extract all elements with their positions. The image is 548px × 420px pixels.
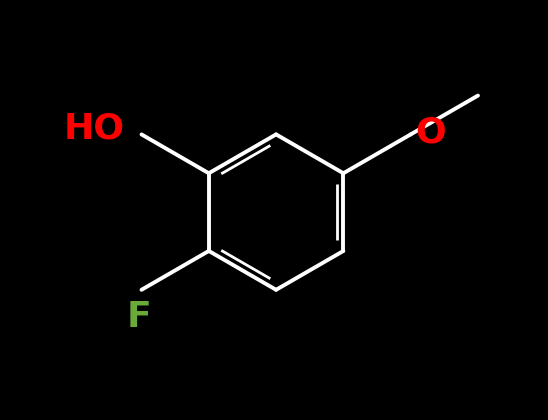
Text: O: O: [415, 116, 446, 149]
Text: HO: HO: [64, 111, 125, 145]
Text: F: F: [127, 300, 152, 334]
